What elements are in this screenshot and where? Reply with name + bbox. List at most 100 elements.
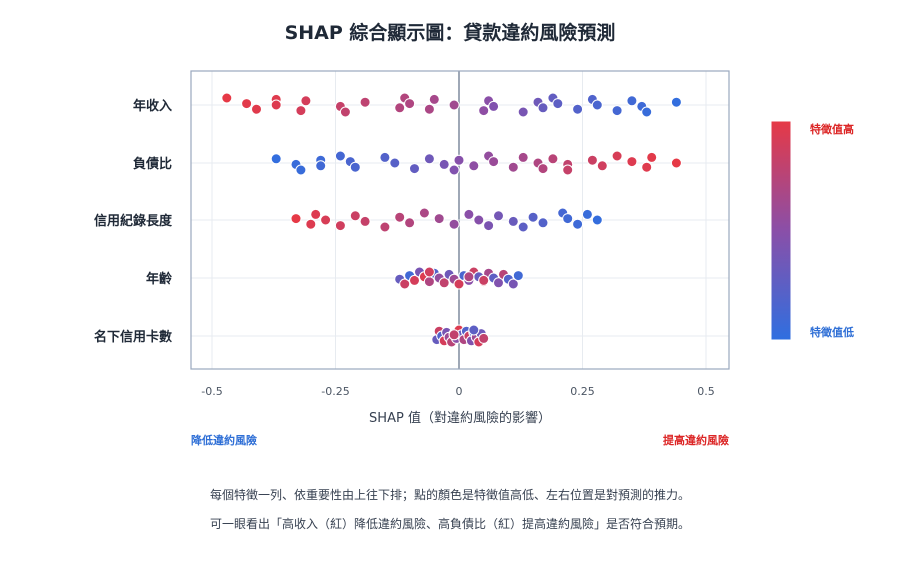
shap-point — [537, 163, 549, 175]
x-axis-label: SHAP 值（對違約風險的影響） — [369, 410, 551, 426]
shap-point — [448, 99, 460, 111]
shap-point — [641, 106, 653, 118]
shap-point — [379, 151, 391, 163]
x-tick-label: 0.5 — [697, 385, 715, 398]
feature-label: 年齡 — [146, 271, 172, 287]
x-tick-label: 0 — [456, 385, 463, 398]
shap-point — [517, 106, 529, 118]
points-layer — [221, 92, 682, 348]
increase-risk-label: 提高違約風險 — [663, 434, 729, 447]
shap-point — [221, 92, 233, 104]
shap-point — [611, 105, 623, 117]
shap-point — [507, 161, 519, 173]
shap-point — [423, 153, 435, 165]
shap-point — [572, 218, 584, 230]
shap-point — [389, 157, 401, 169]
shap-point — [463, 208, 475, 220]
feature-label: 信用紀錄長度 — [94, 213, 173, 229]
shap-point — [448, 329, 460, 341]
shap-point — [423, 266, 435, 278]
shap-point — [310, 208, 322, 220]
shap-point — [409, 274, 420, 286]
shap-point — [626, 156, 638, 168]
shap-point — [251, 103, 262, 115]
caption-line-1: 每個特徵一列、依重要性由上往下排；點的顏色是特徵值高低、左右位置是對預測的推力。 — [209, 488, 690, 502]
shap-point — [527, 211, 539, 223]
shap-point — [394, 102, 406, 114]
shap-point — [339, 106, 351, 118]
shap-point — [359, 96, 371, 108]
shap-point — [438, 158, 450, 170]
shap-point — [409, 163, 420, 175]
x-tick-label: 0.25 — [570, 385, 595, 398]
shap-point — [359, 215, 371, 227]
shap-point — [646, 151, 658, 163]
shap-point — [433, 213, 445, 225]
shap-point — [473, 214, 485, 226]
shap-point — [478, 105, 490, 117]
shap-point — [478, 332, 490, 344]
colorbar-high-label: 特徵值高 — [810, 122, 854, 136]
shap-point — [507, 215, 519, 227]
shap-point — [453, 154, 465, 166]
shap-point — [483, 220, 495, 232]
shap-point — [295, 105, 307, 117]
shap-point — [270, 153, 282, 165]
colorbar-low-label: 特徵值低 — [810, 325, 854, 339]
shap-point — [562, 213, 574, 225]
shap-point — [591, 99, 603, 111]
feature-label: 年收入 — [133, 98, 172, 114]
shap-point — [349, 161, 361, 173]
shap-point — [641, 161, 653, 173]
plot-frame — [190, 70, 730, 370]
shap-point — [349, 210, 361, 222]
shap-point — [423, 103, 435, 115]
shap-point — [300, 95, 312, 107]
shap-point — [512, 270, 524, 282]
shap-point — [547, 153, 559, 165]
caption-line-2: 可一眼看出「高收入（紅）降低違約風險、高負債比（紅）提高違約風險」是否符合預期。 — [209, 517, 690, 531]
shap-point — [468, 324, 480, 336]
shap-point — [305, 218, 317, 230]
shap-point — [670, 96, 682, 108]
shap-point — [537, 102, 549, 114]
shap-point — [399, 278, 411, 290]
shap-point — [394, 211, 406, 223]
shap-point — [488, 100, 500, 112]
shap-point — [295, 164, 307, 176]
x-tick-label: -0.25 — [321, 385, 349, 398]
shap-point — [493, 210, 504, 222]
shap-point — [591, 214, 603, 226]
feature-label: 負債比 — [133, 156, 172, 172]
chart-title: SHAP 綜合顯示圖：貸款違約風險預測 — [284, 22, 616, 44]
shap-point — [448, 218, 460, 230]
shap-point — [438, 277, 450, 289]
shap-point — [572, 103, 584, 115]
shap-point — [552, 98, 564, 110]
shap-point — [611, 150, 623, 162]
shap-point — [581, 208, 593, 220]
shap-point — [488, 156, 500, 168]
shap-point — [404, 217, 416, 229]
shap-point — [478, 274, 490, 286]
shap-point — [463, 271, 475, 283]
shap-point — [517, 151, 529, 163]
shap-point — [586, 154, 598, 166]
shap-point — [334, 150, 346, 162]
shap-point — [404, 98, 416, 110]
shap-point — [562, 164, 574, 176]
shap-point — [493, 277, 504, 289]
decrease-risk-label: 降低違約風險 — [191, 434, 257, 447]
shap-point — [448, 164, 460, 176]
x-tick-label: -0.5 — [201, 385, 222, 398]
shap-point — [670, 157, 682, 169]
shap-point — [418, 207, 430, 219]
shap-point — [468, 160, 480, 172]
shap-point — [453, 278, 465, 290]
shap-point — [270, 99, 282, 111]
shap-point — [241, 98, 253, 110]
shap-point — [428, 93, 440, 105]
shap-point — [320, 214, 332, 226]
shap-point — [290, 213, 302, 225]
